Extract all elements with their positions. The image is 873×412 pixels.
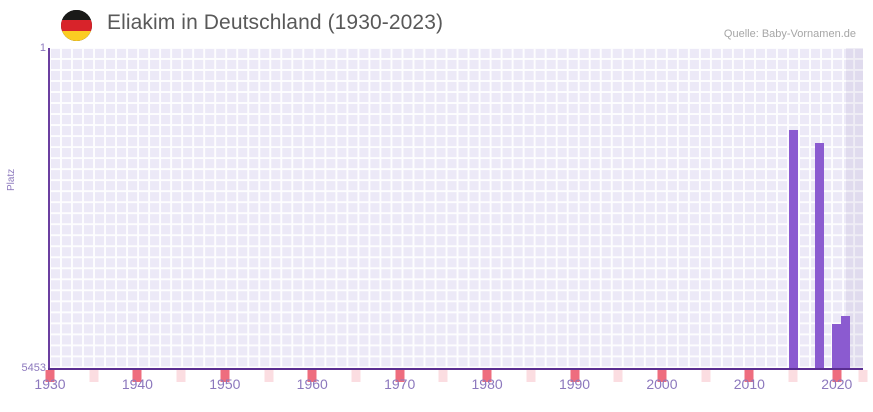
y-tick-bottom: 5453 bbox=[21, 362, 46, 374]
x-tick-label: 1970 bbox=[384, 376, 416, 392]
x-tick-mark-major bbox=[307, 370, 317, 382]
plot-area bbox=[48, 48, 863, 370]
bar[interactable] bbox=[788, 129, 798, 368]
x-tick-mark-major bbox=[45, 370, 55, 382]
x-tick-mark-major bbox=[570, 370, 580, 382]
x-tick-mark-major bbox=[657, 370, 667, 382]
x-tick-mark-major bbox=[220, 370, 230, 382]
german-flag-icon bbox=[61, 10, 92, 41]
y-tick-top: 1 bbox=[39, 42, 46, 54]
x-tick-mark-major bbox=[744, 370, 754, 382]
x-tick-label: 1940 bbox=[121, 376, 153, 392]
flag-band-black bbox=[61, 10, 92, 21]
x-tick-mark-minor bbox=[438, 370, 448, 382]
flag-band-gold bbox=[61, 30, 92, 41]
x-tick-label: 1930 bbox=[34, 376, 66, 392]
y-axis-line bbox=[48, 48, 50, 369]
page-title: Eliakim in Deutschland (1930-2023) bbox=[107, 11, 444, 34]
x-tick-label: 2010 bbox=[733, 376, 765, 392]
x-tick-mark-major bbox=[832, 370, 842, 382]
x-tick-mark-minor bbox=[613, 370, 623, 382]
x-tick-label: 1990 bbox=[558, 376, 591, 392]
x-tick-label: 1980 bbox=[471, 376, 503, 392]
x-tick-mark-major bbox=[395, 370, 405, 382]
bar[interactable] bbox=[814, 143, 824, 368]
x-tick-label: 2000 bbox=[646, 376, 678, 392]
x-tick-mark-minor bbox=[89, 370, 99, 382]
x-tick-mark-minor bbox=[858, 370, 868, 382]
bar[interactable] bbox=[841, 315, 851, 368]
x-tick-label: 1960 bbox=[296, 376, 328, 392]
x-tick-mark-minor bbox=[176, 370, 186, 382]
grid-lines bbox=[50, 48, 863, 368]
x-tick-mark-major bbox=[482, 370, 492, 382]
y-axis-label: Platz bbox=[6, 168, 17, 191]
x-tick-label: 2020 bbox=[821, 376, 853, 392]
source-attribution: Quelle: Baby-Vornamen.de bbox=[723, 28, 856, 40]
x-tick-mark-minor bbox=[788, 370, 798, 382]
flag-band-red bbox=[61, 20, 92, 31]
bar[interactable] bbox=[832, 324, 842, 368]
x-tick-mark-minor bbox=[701, 370, 711, 382]
x-tick-label: 1950 bbox=[209, 376, 241, 392]
x-tick-mark-minor bbox=[526, 370, 536, 382]
chart-header: Eliakim in Deutschland (1930-2023) Quell… bbox=[0, 0, 873, 48]
x-tick-mark-major bbox=[132, 370, 142, 382]
x-tick-mark-minor bbox=[264, 370, 274, 382]
x-axis-line bbox=[48, 368, 863, 370]
x-tick-mark-minor bbox=[351, 370, 361, 382]
